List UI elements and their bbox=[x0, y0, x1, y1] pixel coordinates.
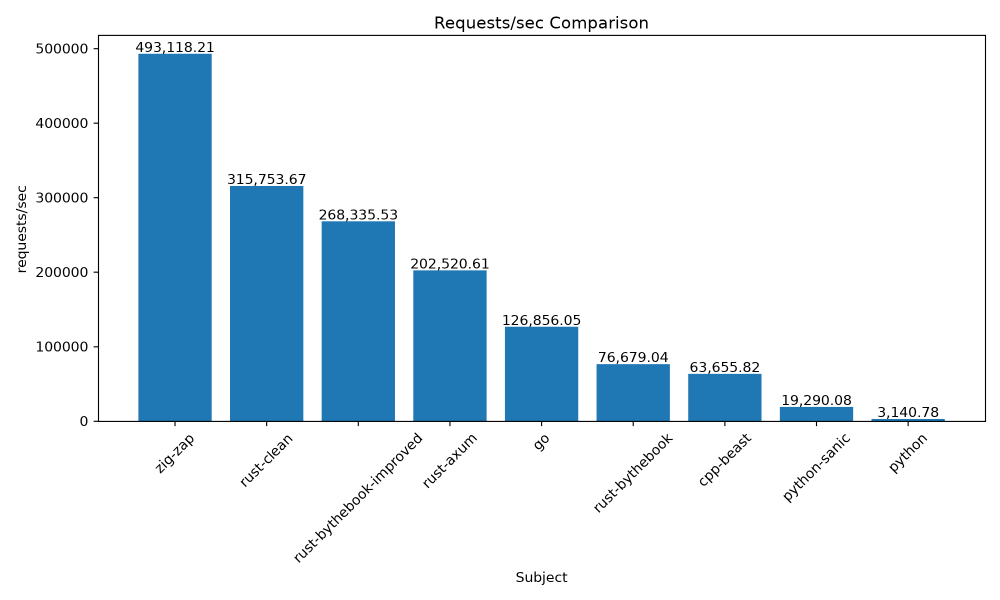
svg-text:requests/sec: requests/sec bbox=[14, 185, 30, 273]
svg-text:19,290.08: 19,290.08 bbox=[781, 393, 852, 409]
svg-text:63,655.82: 63,655.82 bbox=[690, 360, 761, 376]
svg-text:Requests/sec Comparison: Requests/sec Comparison bbox=[434, 14, 649, 33]
svg-text:0: 0 bbox=[80, 414, 89, 430]
svg-text:300000: 300000 bbox=[35, 190, 88, 206]
svg-text:400000: 400000 bbox=[35, 116, 88, 132]
svg-text:Subject: Subject bbox=[516, 570, 568, 586]
svg-text:126,856.05: 126,856.05 bbox=[502, 313, 581, 329]
svg-text:3,140.78: 3,140.78 bbox=[877, 405, 939, 421]
svg-text:493,118.21: 493,118.21 bbox=[135, 40, 214, 56]
svg-text:315,753.67: 315,753.67 bbox=[227, 172, 306, 188]
svg-text:500000: 500000 bbox=[35, 41, 88, 57]
svg-text:202,520.61: 202,520.61 bbox=[410, 256, 489, 272]
svg-text:268,335.53: 268,335.53 bbox=[319, 207, 398, 223]
svg-text:200000: 200000 bbox=[35, 265, 88, 281]
svg-text:76,679.04: 76,679.04 bbox=[598, 350, 669, 366]
svg-text:100000: 100000 bbox=[35, 340, 88, 356]
